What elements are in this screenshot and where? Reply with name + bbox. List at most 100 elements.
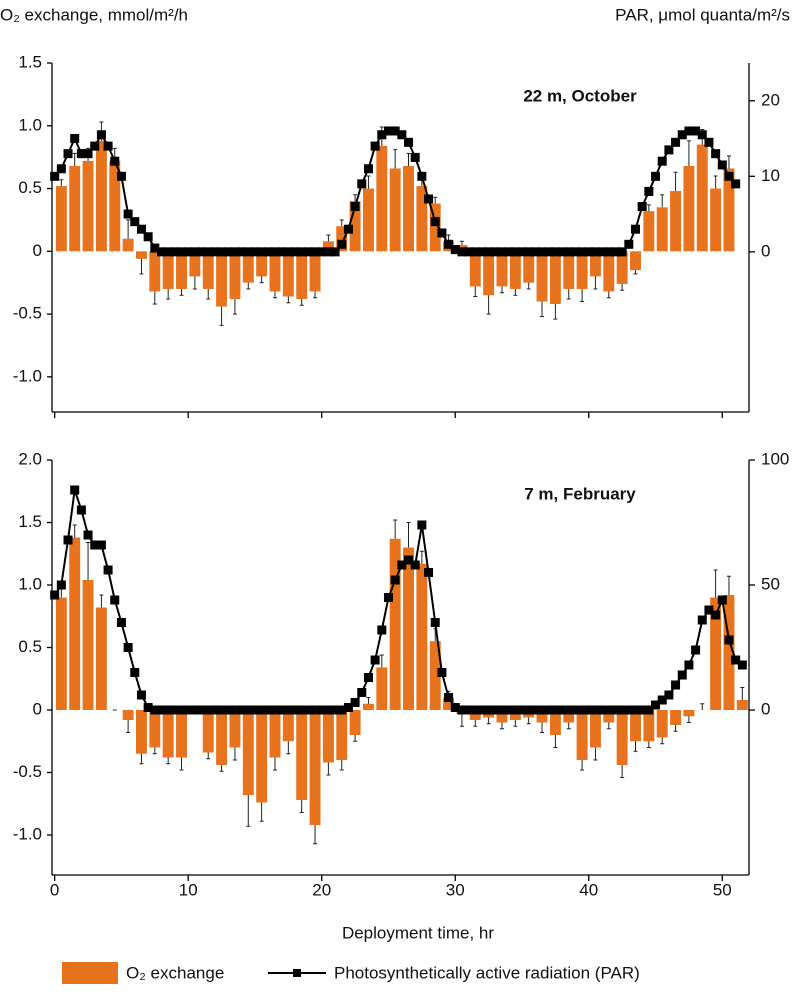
y-tick-label: -0.5 xyxy=(13,304,42,323)
bar xyxy=(496,710,508,723)
par-marker xyxy=(377,130,387,140)
par-marker xyxy=(190,705,200,715)
par-marker xyxy=(424,568,434,577)
par-marker xyxy=(203,247,213,257)
bar xyxy=(549,251,561,305)
par-marker xyxy=(250,705,260,715)
par-marker xyxy=(303,705,313,715)
bar xyxy=(469,251,481,287)
bar xyxy=(122,710,134,720)
bar xyxy=(576,710,588,760)
bar xyxy=(202,251,214,289)
par-marker xyxy=(590,705,600,715)
par-marker xyxy=(70,485,80,495)
par-marker xyxy=(76,505,86,515)
par-marker xyxy=(651,171,661,181)
par-marker xyxy=(737,660,747,670)
bar xyxy=(282,251,294,297)
par-marker xyxy=(123,209,133,219)
bar xyxy=(416,563,428,710)
par-marker xyxy=(63,149,73,159)
par-marker xyxy=(210,705,220,715)
par-marker xyxy=(217,247,227,257)
y-tick-label: 0.5 xyxy=(18,178,42,197)
par-marker xyxy=(657,695,667,705)
y-tick-label: 1.5 xyxy=(18,512,42,531)
bar xyxy=(536,251,548,302)
bar xyxy=(296,251,308,300)
bar xyxy=(616,251,628,284)
par-marker xyxy=(237,705,247,715)
x-tick-label: 10 xyxy=(179,880,198,899)
bar xyxy=(135,710,147,754)
bar xyxy=(656,207,668,252)
par-marker xyxy=(230,247,240,257)
par-marker xyxy=(544,705,554,715)
bar xyxy=(309,710,321,825)
par-marker xyxy=(564,705,574,715)
x-tick-label: 0 xyxy=(50,880,59,899)
bar xyxy=(336,710,348,760)
par-marker xyxy=(170,705,180,715)
par-marker xyxy=(704,605,714,615)
par-marker xyxy=(644,705,654,715)
par-marker xyxy=(243,247,253,257)
par-marker xyxy=(263,705,273,715)
par-marker xyxy=(110,595,120,605)
y-tick-label: 0 xyxy=(33,241,42,260)
bar xyxy=(269,710,281,758)
par-marker xyxy=(243,705,253,715)
bar xyxy=(589,251,601,277)
par-marker xyxy=(103,565,113,575)
par-marker xyxy=(564,247,574,257)
par-marker xyxy=(417,520,427,530)
bar xyxy=(376,145,388,252)
par-marker xyxy=(570,247,580,257)
par-marker xyxy=(370,141,380,151)
par-marker xyxy=(197,705,207,715)
par-marker xyxy=(550,247,560,257)
par-marker xyxy=(257,247,267,257)
bar xyxy=(55,597,67,710)
bar xyxy=(82,580,94,710)
par-marker xyxy=(577,247,587,257)
par-marker xyxy=(484,705,494,715)
y2-axis-label: PAR, μmol quanta/m²/s xyxy=(615,5,790,24)
par-marker xyxy=(297,705,307,715)
par-marker xyxy=(170,247,180,257)
par-marker xyxy=(457,705,467,715)
par-marker xyxy=(250,247,260,257)
par-marker xyxy=(390,575,400,585)
par-marker xyxy=(323,247,333,257)
par-marker xyxy=(530,247,540,257)
par-marker xyxy=(510,705,520,715)
par-marker xyxy=(464,705,474,715)
par-marker xyxy=(156,247,166,257)
par-marker xyxy=(524,705,534,715)
par-marker xyxy=(237,247,247,257)
par-marker xyxy=(717,595,727,605)
par-marker xyxy=(116,618,126,627)
par-marker xyxy=(390,126,400,136)
par-marker xyxy=(684,126,694,136)
par-marker xyxy=(637,202,647,212)
par-marker xyxy=(297,247,307,257)
par-marker xyxy=(263,247,273,257)
bar xyxy=(576,251,588,289)
bar xyxy=(242,710,254,795)
bar xyxy=(509,251,521,289)
par-marker xyxy=(183,705,193,715)
bar xyxy=(82,160,94,252)
par-marker xyxy=(524,247,534,257)
par-marker xyxy=(357,688,367,697)
bar xyxy=(549,710,561,735)
par-marker xyxy=(444,239,454,249)
y-tick-label: 1.5 xyxy=(18,52,42,71)
par-marker xyxy=(323,705,333,715)
par-marker xyxy=(223,705,233,715)
bar xyxy=(696,144,708,252)
bar xyxy=(69,165,81,252)
x-tick-label: 30 xyxy=(446,880,465,899)
par-marker xyxy=(210,247,220,257)
par-marker xyxy=(504,705,514,715)
